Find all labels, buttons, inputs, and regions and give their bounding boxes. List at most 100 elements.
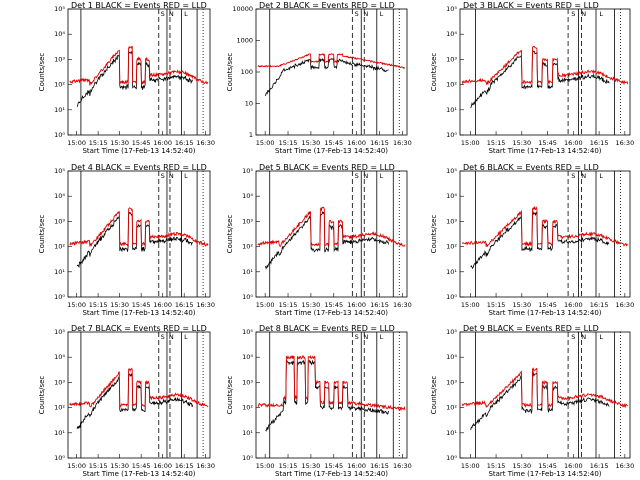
series-lld [461, 367, 628, 409]
panel-title: Det 5 BLACK = Events RED = LLD [259, 163, 395, 172]
y-axis-label: Counts/sec [430, 376, 438, 415]
x-tick-label: 16:00 [153, 139, 172, 147]
marker-label-s: S [161, 172, 165, 180]
x-axis-label: Start Time (17-Feb-13 14:52:40) [275, 147, 388, 155]
x-axis-label: Start Time (17-Feb-13 14:52:40) [275, 309, 388, 317]
x-tick-label: 16:00 [347, 462, 366, 470]
plot-frame [255, 331, 408, 459]
y-tick-label: 10⁵ [54, 328, 65, 336]
x-tick-label: 15:45 [324, 139, 343, 147]
marker-label-s: S [161, 10, 165, 18]
x-tick-label: 16:00 [347, 139, 366, 147]
y-tick-label: 10² [54, 81, 65, 89]
y-tick-label: 10⁴ [242, 353, 253, 361]
marker-label-s: S [571, 10, 575, 18]
x-tick-label: 15:30 [110, 139, 129, 147]
y-tick-label: 10⁵ [446, 328, 457, 336]
x-tick-label: 15:15 [279, 462, 298, 470]
y-tick-label: 10⁰ [446, 454, 457, 462]
marker-label-s: S [355, 172, 359, 180]
x-tick-label: 16:15 [590, 139, 609, 147]
x-tick-label: 16:15 [175, 139, 194, 147]
x-tick-label: 16:30 [196, 301, 215, 309]
marker-label-s: S [355, 10, 359, 18]
series-events [265, 210, 389, 270]
plot-frame [67, 170, 211, 298]
x-tick-label: 16:15 [370, 139, 389, 147]
y-tick-label: 10⁴ [446, 353, 457, 361]
x-tick-label: 15:00 [256, 301, 275, 309]
marker-label-l: L [599, 333, 603, 341]
y-tick-label: 10⁰ [446, 131, 457, 139]
x-axis-label: Start Time (17-Feb-13 14:52:40) [82, 309, 195, 317]
x-tick-label: 15:00 [461, 462, 480, 470]
x-tick-label: 16:00 [153, 301, 172, 309]
panel-title: Det 6 BLACK = Events RED = LLD [463, 163, 599, 172]
series-lld [257, 53, 405, 69]
y-tick-label: 10⁵ [446, 167, 457, 175]
plot-frame [67, 331, 211, 459]
y-tick-label: 10⁴ [242, 192, 253, 200]
y-axis-label: Counts/sec [226, 376, 234, 415]
x-tick-label: 15:00 [461, 301, 480, 309]
x-tick-label: 16:15 [370, 462, 389, 470]
y-tick-label: 10⁰ [54, 293, 65, 301]
y-tick-label: 10³ [54, 378, 65, 386]
panel-title: Det 4 BLACK = Events RED = LLD [71, 163, 207, 172]
y-tick-label: 10⁰ [242, 454, 253, 462]
x-tick-label: 15:30 [110, 301, 129, 309]
marker-label-l: L [599, 172, 603, 180]
panel-det-2: Det 2 BLACK = Events RED = LLD 1 10 100 1000… [226, 1, 412, 155]
series-lld [69, 367, 209, 408]
y-tick-label: 10⁴ [446, 192, 457, 200]
y-tick-label: 10³ [54, 55, 65, 63]
y-tick-label: 1000 [236, 37, 253, 45]
y-tick-label: 10¹ [54, 268, 65, 276]
y-axis-label: Counts/sec [38, 215, 46, 254]
x-axis-label: Start Time (17-Feb-13 14:52:40) [488, 470, 601, 478]
panel-title: Det 8 BLACK = Events RED = LLD [259, 324, 395, 333]
series-events [265, 359, 389, 432]
x-tick-label: 15:30 [302, 462, 321, 470]
series-events [76, 50, 193, 107]
y-tick-label: 10² [446, 81, 457, 89]
marker-label-l: L [380, 172, 384, 180]
marker-label-l: L [184, 333, 188, 341]
y-tick-label: 10² [54, 243, 65, 251]
y-tick-label: 10⁰ [54, 131, 65, 139]
y-tick-label: 10¹ [54, 429, 65, 437]
x-tick-label: 15:15 [487, 139, 506, 147]
x-tick-label: 15:45 [132, 462, 151, 470]
x-tick-label: 15:00 [67, 139, 86, 147]
x-tick-label: 15:30 [302, 139, 321, 147]
x-tick-label: 15:00 [67, 462, 86, 470]
x-tick-label: 16:00 [564, 301, 583, 309]
marker-label-n: N [581, 172, 586, 180]
marker-label-s: S [571, 172, 575, 180]
x-tick-label: 15:15 [487, 462, 506, 470]
y-tick-label: 10¹ [446, 268, 457, 276]
series-events [470, 372, 610, 431]
panel-title: Det 1 BLACK = Events RED = LLD [71, 1, 207, 10]
x-tick-label: 15:45 [538, 139, 557, 147]
x-tick-label: 15:15 [279, 139, 298, 147]
y-tick-label: 10⁴ [54, 353, 65, 361]
panel-det-5: Det 5 BLACK = Events RED = LLD 10⁰ 10¹ 10² 1… [226, 163, 412, 317]
marker-label-n: N [581, 333, 586, 341]
x-tick-label: 15:00 [256, 462, 275, 470]
x-tick-label: 15:30 [110, 462, 129, 470]
series-events [265, 57, 389, 97]
x-axis-label: Start Time (17-Feb-13 14:52:40) [275, 470, 388, 478]
x-tick-label: 16:30 [196, 462, 215, 470]
marker-label-l: L [599, 10, 603, 18]
plot-frame [255, 8, 408, 136]
marker-label-s: S [355, 333, 359, 341]
marker-label-s: S [161, 333, 165, 341]
x-tick-label: 16:15 [175, 301, 194, 309]
series-events [470, 210, 610, 270]
x-tick-label: 16:30 [615, 139, 634, 147]
y-tick-label: 10⁵ [446, 5, 457, 13]
x-tick-label: 15:45 [132, 139, 151, 147]
x-tick-label: 15:15 [89, 301, 108, 309]
x-axis-label: Start Time (17-Feb-13 14:52:40) [488, 147, 601, 155]
